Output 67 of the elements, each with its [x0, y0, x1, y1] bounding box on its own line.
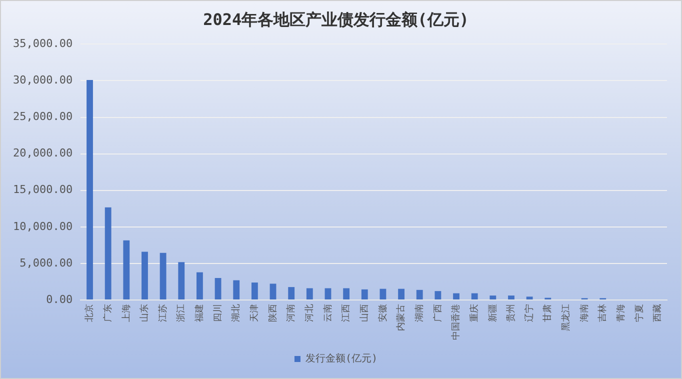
- x-tick-label: 河北: [304, 304, 316, 322]
- x-tick-label: 河南: [286, 304, 297, 322]
- y-tick-label: 25,000.00: [12, 110, 73, 124]
- x-tick-label: 陕西: [267, 304, 278, 322]
- bar: [398, 288, 404, 300]
- bar: [306, 288, 313, 300]
- x-tick-label: 湖南: [414, 304, 425, 322]
- bar: [490, 296, 496, 300]
- bar: [123, 240, 130, 300]
- y-tick-label: 30,000.00: [12, 74, 73, 87]
- bar: [361, 289, 368, 300]
- x-tick-label: 新疆: [487, 304, 498, 322]
- x-tick-label: 北京: [84, 304, 96, 322]
- y-tick-label: 5,000.00: [20, 256, 73, 270]
- y-tick-label: 10,000.00: [12, 220, 73, 233]
- x-tick-label: 天津: [249, 304, 260, 322]
- bar: [233, 280, 240, 300]
- legend-label: 发行金额(亿元): [305, 352, 378, 365]
- x-tick-label: 西藏: [652, 304, 664, 322]
- y-tick-label: 0.00: [46, 292, 73, 306]
- bar: [324, 288, 332, 300]
- chart-title: 2024年各地区产业债发行金额(亿元): [203, 10, 469, 29]
- bar: [380, 288, 386, 300]
- x-tick-label: 江西: [340, 304, 352, 322]
- bar: [214, 278, 222, 300]
- bar: [416, 290, 423, 300]
- x-tick-label: 福建: [194, 304, 206, 322]
- y-tick-label: 35,000.00: [12, 37, 73, 50]
- x-tick-label: 重庆: [468, 304, 480, 322]
- x-tick-label: 湖北: [230, 304, 242, 322]
- x-tick-label: 内蒙古: [396, 304, 407, 331]
- bar: [160, 252, 166, 300]
- y-tick-label: 15,000.00: [12, 183, 73, 196]
- bar: [471, 293, 478, 300]
- y-tick-label: 20,000.00: [12, 146, 73, 160]
- bar: [178, 262, 185, 300]
- x-tick-label: 宁夏: [634, 304, 645, 322]
- x-tick-label: 海南: [578, 304, 590, 322]
- bar: [86, 80, 93, 300]
- x-tick-label: 山东: [139, 304, 150, 322]
- bar: [104, 207, 112, 300]
- x-tick-label: 甘肃: [542, 304, 554, 322]
- bar: [453, 293, 460, 300]
- bar: [196, 272, 203, 300]
- x-tick-label: 吉林: [597, 304, 608, 322]
- bar: [270, 284, 276, 300]
- bar: [343, 288, 350, 300]
- x-tick-label: 贵州: [506, 304, 517, 322]
- bar: [142, 252, 148, 300]
- x-tick-label: 浙江: [176, 304, 187, 322]
- bar: [508, 296, 514, 300]
- bar: [434, 291, 442, 300]
- x-tick-label: 青海: [616, 304, 627, 322]
- x-tick-label: 四川: [212, 304, 224, 322]
- x-tick-label: 云南: [322, 304, 334, 322]
- x-tick-label: 江苏: [157, 304, 168, 322]
- x-tick-label: 山西: [358, 304, 370, 322]
- x-tick-label: 广东: [102, 304, 114, 322]
- x-tick-label: 上海: [120, 304, 132, 322]
- x-tick-label: 安徽: [377, 304, 388, 322]
- x-tick-label: 广西: [432, 304, 444, 322]
- x-tick-label: 中国香港: [450, 304, 462, 340]
- x-tick-label: 黑龙江: [560, 304, 572, 331]
- bar: [251, 282, 258, 300]
- bar: [288, 287, 295, 300]
- bar: [526, 296, 533, 300]
- x-tick-label: 辽宁: [524, 304, 535, 322]
